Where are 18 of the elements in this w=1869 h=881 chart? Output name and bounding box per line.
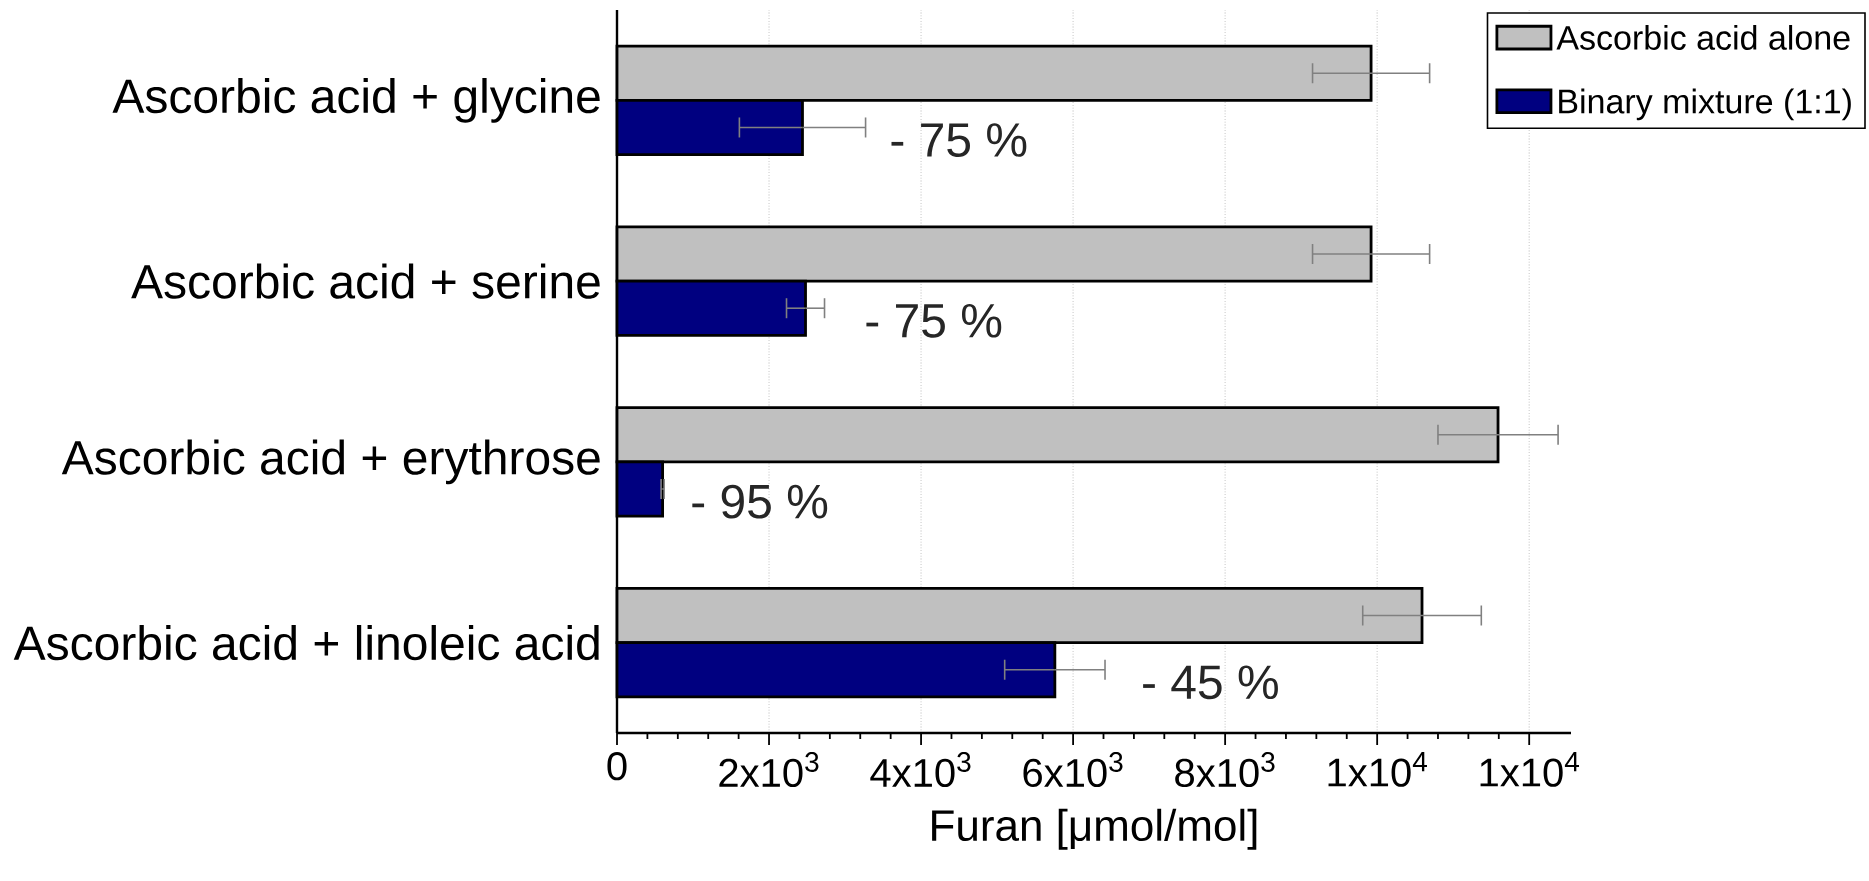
x-tick-label: 2x10$^{3}$ <box>719 752 819 788</box>
x-tick-label: 4x10$^{3}$ <box>870 752 971 788</box>
annotation: - 45 % <box>1143 665 1278 700</box>
x-tick-label: 1x10$^{4}$ <box>1480 752 1580 787</box>
x-tick-label: 8x10$^{3}$ <box>1175 752 1275 788</box>
x-tick-label: 1x10$^{4}$ <box>1328 752 1427 787</box>
annotation: - 75 % <box>866 303 1002 338</box>
x-axis-title: Furan [μmol/mol] <box>932 808 1257 850</box>
legend-label: Ascorbic acid alone <box>1556 24 1850 50</box>
legend-label: Binary mixture (1:1) <box>1559 88 1851 121</box>
y-tick-label: Ascorbic acid + erythrose <box>61 439 600 485</box>
annotation: - 75 % <box>891 123 1027 158</box>
y-tick-label: Ascorbic acid + serine <box>131 263 600 299</box>
y-tick-label: Ascorbic acid + glycine <box>112 77 600 123</box>
x-tick-label: 0 <box>607 752 627 781</box>
y-tick-label: Ascorbic acid + linoleic acid <box>13 624 599 661</box>
annotation: - 95 % <box>692 484 828 519</box>
x-tick-label: 6x10$^{3}$ <box>1023 752 1123 788</box>
